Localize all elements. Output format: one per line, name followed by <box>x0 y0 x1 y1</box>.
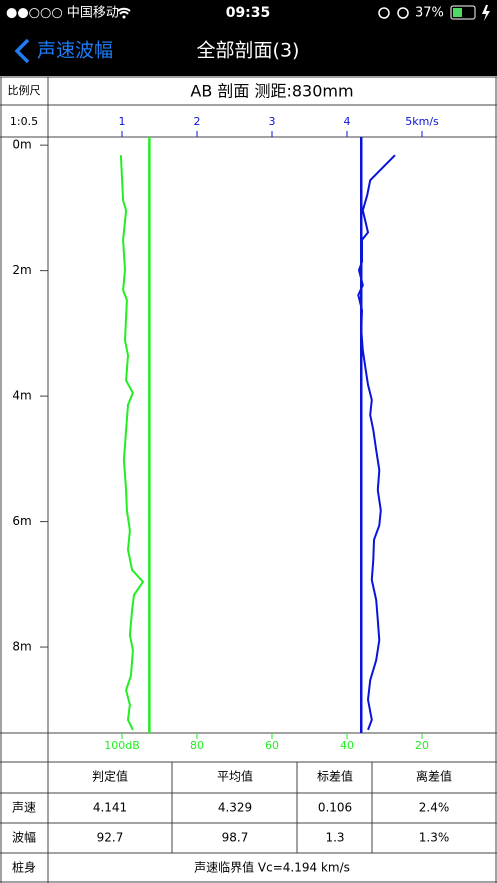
carrier: ●●○○○ 中国移动 <box>6 6 119 21</box>
amplitude-tick-label: 20 <box>415 739 429 752</box>
top-bar <box>0 0 497 76</box>
clock: 09:35 <box>226 5 271 21</box>
charging-icon <box>482 5 490 21</box>
grid-frame <box>0 76 497 883</box>
table-header: 标差值 <box>317 769 353 784</box>
wifi-icon <box>117 7 131 15</box>
depth-label: 8m <box>12 640 31 654</box>
velocity-tick-label: 3 <box>269 115 276 128</box>
scale-value: 1:0.5 <box>10 115 38 128</box>
table-cell: 0.106 <box>318 801 352 815</box>
scale-label: 比例尺 <box>8 83 41 97</box>
wifi-dot <box>122 15 126 19</box>
velocity-tick-label: 5km/s <box>405 115 439 128</box>
table-cell: 声速 <box>12 801 36 815</box>
battery-text: 37% <box>415 6 444 21</box>
amplitude-tick-label: 80 <box>190 739 204 752</box>
table-cell: 声速临界值 Vc=4.194 km/s <box>194 860 350 875</box>
table-cell: 桩身 <box>12 860 36 875</box>
amplitude-curve <box>119 155 145 731</box>
back-button[interactable]: 声速波幅 <box>14 38 113 64</box>
table-cell: 1.3 <box>325 831 344 845</box>
battery <box>450 5 476 20</box>
depth-label: 0m <box>12 138 31 152</box>
velocity-curve <box>357 154 396 731</box>
amplitude-tick-label: 60 <box>265 739 279 752</box>
velocity-tick-label: 2 <box>194 115 201 128</box>
profile-title: AB 剖面 测距:830mm <box>190 82 353 101</box>
table-cell: 4.329 <box>218 801 252 815</box>
table-cell: 2.4% <box>419 801 450 815</box>
amplitude-tick-label: 40 <box>340 739 354 752</box>
table-cell: 1.3% <box>419 831 450 845</box>
back-arrow[interactable] <box>14 38 30 64</box>
battery-level <box>453 8 462 17</box>
table-header: 判定值 <box>92 769 128 784</box>
lock-icon <box>378 7 390 19</box>
depth-label: 4m <box>12 389 31 403</box>
depth-label: 6m <box>12 514 31 528</box>
depth-label: 2m <box>12 263 31 277</box>
table-cell: 92.7 <box>97 831 124 845</box>
velocity-tick-label: 4 <box>344 115 351 128</box>
table-header: 平均值 <box>217 769 253 784</box>
table-cell: 98.7 <box>222 831 249 845</box>
table-cell: 波幅 <box>12 830 36 845</box>
nav-title: 全部剖面(3) <box>197 40 300 62</box>
alarm-icon <box>397 7 409 19</box>
back-label[interactable]: 声速波幅 <box>37 40 113 62</box>
table-header: 离差值 <box>416 769 452 784</box>
amplitude-tick-label: 100dB <box>104 739 140 752</box>
table-cell: 4.141 <box>93 801 127 815</box>
velocity-tick-label: 1 <box>119 115 126 128</box>
